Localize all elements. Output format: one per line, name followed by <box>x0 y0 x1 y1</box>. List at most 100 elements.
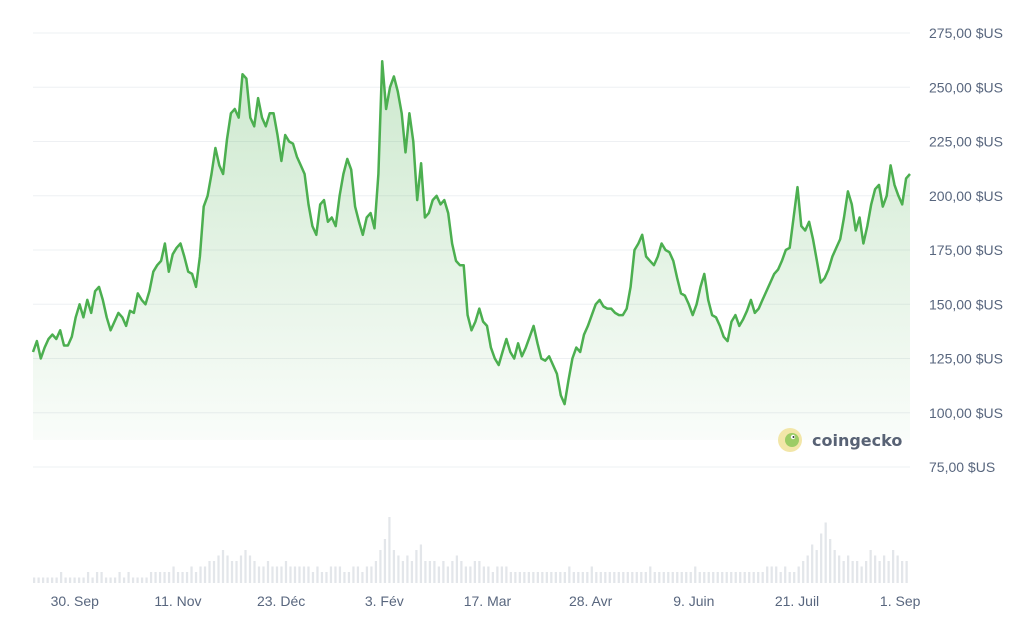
volume-bar <box>644 572 647 583</box>
volume-bar <box>451 561 454 583</box>
volume-bar <box>662 572 665 583</box>
y-tick-label: 175,00 $US <box>929 242 1003 258</box>
volume-bar <box>667 572 670 583</box>
volume-bar <box>694 566 697 583</box>
volume-bar <box>410 561 414 583</box>
volume-bar <box>815 550 818 583</box>
volume-bar <box>752 572 755 583</box>
volume-bar <box>118 572 121 583</box>
volume-bar <box>496 566 499 583</box>
volume-bar <box>172 566 175 583</box>
y-tick-label: 75,00 $US <box>929 459 995 475</box>
volume-bar <box>176 572 180 583</box>
volume-bar <box>887 561 890 583</box>
volume-bar <box>217 555 220 583</box>
volume-bar <box>149 572 153 583</box>
x-tick-label: 23. Déc <box>257 593 305 609</box>
volume-bar <box>239 555 243 583</box>
volume-bar <box>653 572 656 583</box>
volume-bar <box>208 561 211 583</box>
volume-bars <box>33 517 908 583</box>
volume-bar <box>397 555 400 583</box>
volume-bar <box>869 550 872 583</box>
volume-bar <box>775 566 778 583</box>
volume-bar <box>406 555 409 583</box>
volume-bar <box>262 566 265 583</box>
volume-bar <box>145 577 148 583</box>
volume-bar <box>347 572 351 583</box>
volume-bar <box>109 577 112 583</box>
volume-bar <box>779 572 782 583</box>
volume-bar <box>68 577 72 583</box>
volume-bar <box>298 566 301 583</box>
volume-bar <box>401 561 405 583</box>
volume-bar <box>712 572 715 583</box>
volume-bar <box>730 572 733 583</box>
volume-bar <box>424 561 427 583</box>
volume-bar <box>640 572 643 583</box>
volume-bar <box>392 550 396 583</box>
x-tick-label: 17. Mar <box>464 593 512 609</box>
volume-bar <box>500 566 503 583</box>
x-tick-label: 28. Avr <box>569 593 613 609</box>
volume-bar <box>896 555 899 583</box>
volume-bar <box>478 561 481 583</box>
volume-bar <box>455 555 459 583</box>
x-tick-label: 11. Nov <box>154 593 201 609</box>
volume-bar <box>734 572 737 583</box>
volume-bar <box>784 566 787 583</box>
volume-bar <box>586 572 589 583</box>
y-tick-label: 225,00 $US <box>929 134 1003 150</box>
volume-bar <box>860 566 863 583</box>
volume-bar <box>518 572 521 583</box>
volume-bar <box>221 550 225 583</box>
brand-name: coingecko <box>812 431 902 450</box>
volume-bar <box>550 572 553 583</box>
volume-bar <box>325 572 328 583</box>
volume-bar <box>721 572 724 583</box>
volume-bar <box>491 572 494 583</box>
y-tick-label: 100,00 $US <box>929 405 1003 421</box>
volume-bar <box>613 572 616 583</box>
volume-bar <box>766 566 769 583</box>
y-tick-label: 250,00 $US <box>929 79 1003 95</box>
volume-bar <box>163 572 166 583</box>
volume-bar <box>635 572 638 583</box>
volume-bar <box>230 561 234 583</box>
volume-bar <box>64 577 67 583</box>
volume-bar <box>95 572 99 583</box>
volume-bar <box>100 572 103 583</box>
volume-bar <box>707 572 710 583</box>
volume-bar <box>820 533 823 583</box>
volume-bar <box>235 561 238 583</box>
volume-bar <box>275 566 279 583</box>
volume-bar <box>676 572 679 583</box>
volume-bar <box>757 572 760 583</box>
volume-bar <box>838 555 841 583</box>
volume-bar <box>320 572 324 583</box>
volume-bar <box>329 566 333 583</box>
volume-bar <box>361 572 364 583</box>
volume-bar <box>626 572 629 583</box>
volume-bar <box>743 572 746 583</box>
volume-bar <box>856 561 859 583</box>
y-tick-label: 275,00 $US <box>929 25 1003 41</box>
volume-bar <box>334 566 337 583</box>
volume-bar <box>545 572 548 583</box>
volume-bar <box>50 577 54 583</box>
volume-bar <box>352 566 355 583</box>
volume-bar <box>761 572 764 583</box>
volume-bar <box>226 555 229 583</box>
volume-bar <box>356 566 360 583</box>
volume-bar <box>532 572 535 583</box>
volume-bar <box>158 572 162 583</box>
volume-bar <box>77 577 81 583</box>
volume-bar <box>685 572 688 583</box>
volume-bar <box>167 572 171 583</box>
volume-bar <box>824 522 827 583</box>
coingecko-watermark: coingecko <box>778 428 902 452</box>
volume-bar <box>199 566 202 583</box>
volume-bar <box>469 566 472 583</box>
